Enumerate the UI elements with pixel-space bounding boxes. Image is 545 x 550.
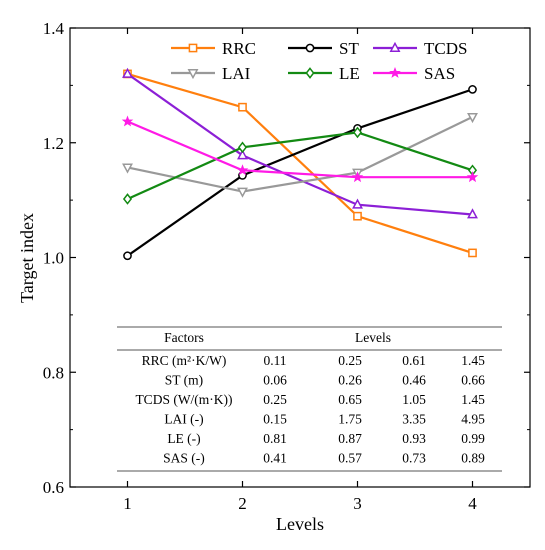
table-factor-cell: RRC (m²·K/W) [142,353,227,368]
table-level-cell: 1.05 [402,392,426,407]
data-point-le [352,126,363,139]
legend-label-lai: LAI [222,64,251,83]
series-sas [121,115,479,183]
table-level-cell: 4.95 [461,412,485,427]
table-level-cell: 0.93 [402,431,426,446]
data-point-sas [466,171,479,183]
factor-levels-table: Factors Levels RRC (m²·K/W) 0.11 0.25 0.61 1.4… [117,326,502,472]
table-header-factors: Factors [164,330,204,345]
table-level-cell: 1.45 [461,392,485,407]
legend-marker-sas [389,66,401,78]
series-line-st [126,88,473,257]
table-level-cell: 0.65 [338,392,362,407]
table-level-cell: 0.15 [263,412,287,427]
series-tcds [122,67,478,219]
data-point-rrc [468,248,477,258]
data-point-st [123,251,132,261]
data-point-le [122,193,133,205]
legend-marker-le [305,67,315,79]
table-level-cell: 0.89 [461,451,485,466]
legend-label-st: ST [339,39,359,58]
legend-label-le: LE [339,64,360,83]
table-header-levels: Levels [355,330,391,345]
series-lines [121,67,479,261]
table-level-cell: 0.26 [338,373,362,388]
y-tick-label: 1.4 [43,19,65,38]
y-tick-label: 1.2 [43,134,64,153]
data-point-tcds [467,208,478,219]
x-tick-label: 2 [238,494,247,513]
table-level-cell: 1.75 [338,412,362,427]
x-tick-label: 3 [353,494,362,513]
series-le [122,126,478,205]
data-point-le [237,141,248,154]
data-point-rrc [353,211,362,221]
legend: RRC ST TCDS LAI LE SAS [171,39,467,83]
data-point-sas [236,164,249,176]
x-axis-title: Levels [276,514,324,534]
legend-label-tcds: TCDS [424,39,467,58]
x-tick-label: 4 [468,494,477,513]
table-level-cell: 0.57 [338,451,362,466]
data-point-sas [121,115,134,127]
legend-marker-lai [187,69,199,80]
series-lai [122,112,478,198]
legend-marker-rrc [188,43,198,53]
y-tick-label: 1.0 [43,249,64,268]
legend-label-rrc: RRC [222,39,256,58]
series-st [123,85,477,261]
table-factor-cell: LAI (-) [164,412,203,427]
legend-label-sas: SAS [424,64,455,83]
table-level-cell: 0.11 [263,353,286,368]
series-rrc [123,69,477,258]
table-level-cell: 0.61 [402,353,426,368]
table-level-cell: 0.99 [461,431,485,446]
table-level-cell: 0.81 [263,431,287,446]
data-point-st [468,85,477,94]
data-point-lai [467,112,478,124]
data-point-tcds [352,198,363,209]
data-point-lai [237,187,248,198]
series-line-sas [127,120,473,179]
series-line-tcds [126,73,473,216]
table-factor-cell: LE (-) [167,431,200,446]
data-point-tcds [122,67,133,78]
y-tick-label: 0.6 [43,478,64,497]
data-point-tcds [237,149,248,160]
table-level-cell: 0.25 [263,392,287,407]
data-point-rrc [238,102,247,112]
table-factor-cell: SAS (-) [163,451,205,466]
y-axis-title: Target index [17,213,37,303]
legend-marker-st [305,43,315,53]
table-level-cell: 0.06 [263,373,287,388]
table-level-cell: 0.73 [402,451,426,466]
table-factor-cell: ST (m) [165,373,203,388]
data-point-sas [351,171,364,183]
data-point-lai [122,163,133,174]
table-level-cell: 3.35 [402,412,426,427]
legend-marker-tcds [389,41,401,52]
series-line-rrc [127,72,473,254]
table-level-cell: 0.46 [402,373,426,388]
y-tick-label: 0.8 [43,363,64,382]
table-level-cell: 0.41 [263,451,287,466]
series-line-lai [127,115,473,193]
table-level-cell: 0.25 [338,353,362,368]
x-tick-label: 1 [123,494,132,513]
table-level-cell: 1.45 [461,353,485,368]
table-level-cell: 0.66 [461,373,485,388]
table-factor-cell: TCDS (W/(m·K)) [135,392,232,407]
series-line-le [127,131,473,200]
axes: 0.6 0.8 1.0 1.2 1.4 1 2 3 4 [43,19,531,513]
table-level-cell: 0.87 [338,431,362,446]
